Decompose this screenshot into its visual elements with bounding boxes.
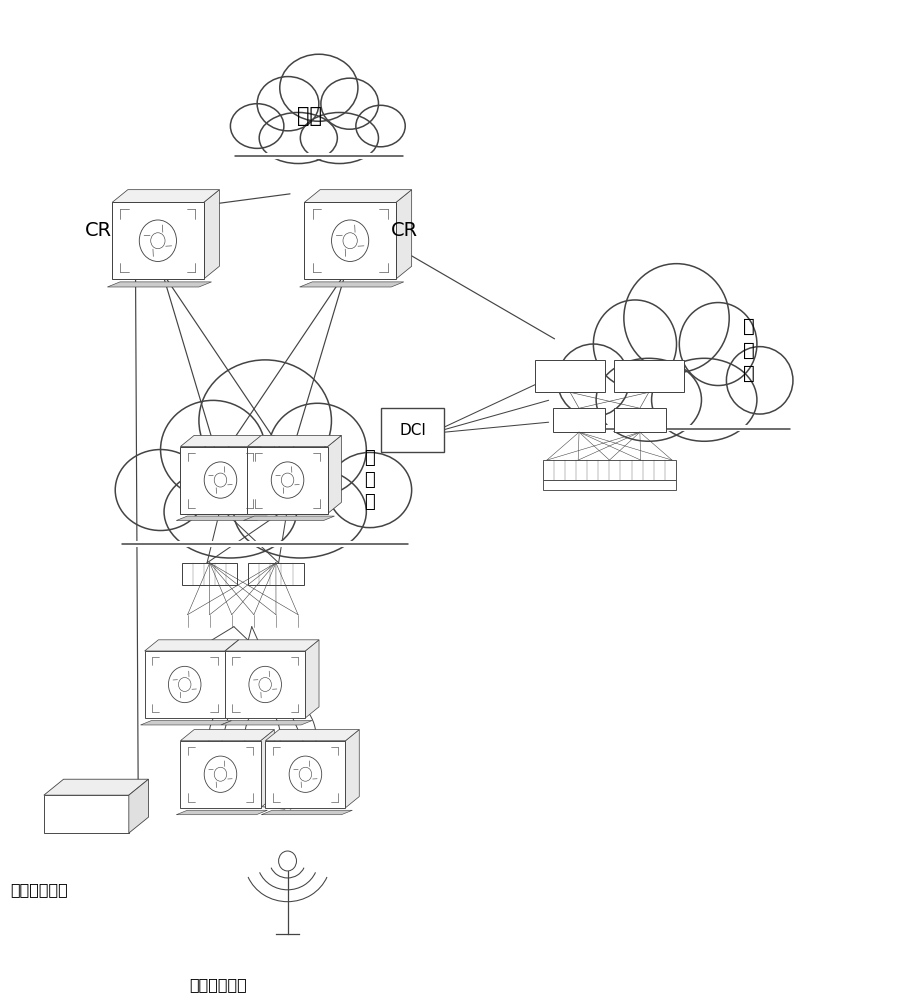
Bar xyxy=(544,480,675,490)
Ellipse shape xyxy=(280,54,358,121)
Ellipse shape xyxy=(164,465,297,558)
Polygon shape xyxy=(180,435,274,447)
Text: DCI: DCI xyxy=(399,423,426,438)
Text: 核
心
层: 核 心 层 xyxy=(743,317,754,383)
Polygon shape xyxy=(345,730,360,808)
Text: CR: CR xyxy=(84,221,112,240)
Ellipse shape xyxy=(300,112,379,164)
Ellipse shape xyxy=(597,358,701,441)
Ellipse shape xyxy=(356,105,405,147)
Polygon shape xyxy=(144,651,225,718)
Polygon shape xyxy=(248,447,327,514)
Bar xyxy=(117,487,414,545)
Polygon shape xyxy=(260,730,274,808)
Polygon shape xyxy=(225,640,239,718)
Polygon shape xyxy=(177,516,267,521)
Polygon shape xyxy=(108,282,212,287)
Bar xyxy=(614,360,684,392)
Ellipse shape xyxy=(257,77,318,131)
Bar xyxy=(544,460,675,480)
Text: 汇
聚
层: 汇 聚 层 xyxy=(364,449,375,511)
Polygon shape xyxy=(180,741,260,808)
Bar xyxy=(553,408,605,432)
FancyBboxPatch shape xyxy=(381,408,444,452)
Polygon shape xyxy=(112,190,220,202)
Ellipse shape xyxy=(115,450,206,531)
Polygon shape xyxy=(300,282,404,287)
Polygon shape xyxy=(225,640,319,651)
Ellipse shape xyxy=(269,403,366,496)
Polygon shape xyxy=(221,721,312,725)
Bar xyxy=(231,124,406,156)
Polygon shape xyxy=(204,190,220,279)
Ellipse shape xyxy=(651,358,757,441)
Polygon shape xyxy=(180,447,260,514)
Bar xyxy=(248,563,304,585)
Polygon shape xyxy=(327,435,342,514)
Text: 固网终端业务: 固网终端业务 xyxy=(11,882,68,897)
Polygon shape xyxy=(44,779,149,795)
Polygon shape xyxy=(112,202,204,279)
Polygon shape xyxy=(177,810,267,815)
Polygon shape xyxy=(266,741,345,808)
Bar xyxy=(536,360,605,392)
Ellipse shape xyxy=(234,465,366,558)
Ellipse shape xyxy=(231,104,283,148)
Polygon shape xyxy=(266,730,360,741)
Polygon shape xyxy=(141,721,231,725)
Polygon shape xyxy=(396,190,412,279)
Bar xyxy=(44,795,129,833)
Ellipse shape xyxy=(259,112,337,164)
Bar xyxy=(182,563,238,585)
Polygon shape xyxy=(248,435,342,447)
Ellipse shape xyxy=(161,400,266,499)
Polygon shape xyxy=(180,730,274,741)
Polygon shape xyxy=(243,516,335,521)
Ellipse shape xyxy=(321,78,379,129)
Polygon shape xyxy=(225,651,305,718)
Polygon shape xyxy=(144,640,239,651)
Ellipse shape xyxy=(679,303,757,386)
Ellipse shape xyxy=(199,360,332,481)
Circle shape xyxy=(279,851,297,871)
Bar xyxy=(614,408,666,432)
Bar xyxy=(559,378,795,430)
Polygon shape xyxy=(129,779,149,833)
Polygon shape xyxy=(305,640,319,718)
Ellipse shape xyxy=(623,264,729,373)
Polygon shape xyxy=(304,190,412,202)
Ellipse shape xyxy=(727,347,793,414)
Ellipse shape xyxy=(557,344,630,417)
Polygon shape xyxy=(260,435,274,514)
Ellipse shape xyxy=(328,452,412,528)
Text: 网络: 网络 xyxy=(298,106,322,126)
Ellipse shape xyxy=(593,300,676,388)
Polygon shape xyxy=(304,202,396,279)
Text: 移网终端业务: 移网终端业务 xyxy=(189,977,247,992)
Text: CR: CR xyxy=(391,221,418,240)
Polygon shape xyxy=(261,810,353,815)
